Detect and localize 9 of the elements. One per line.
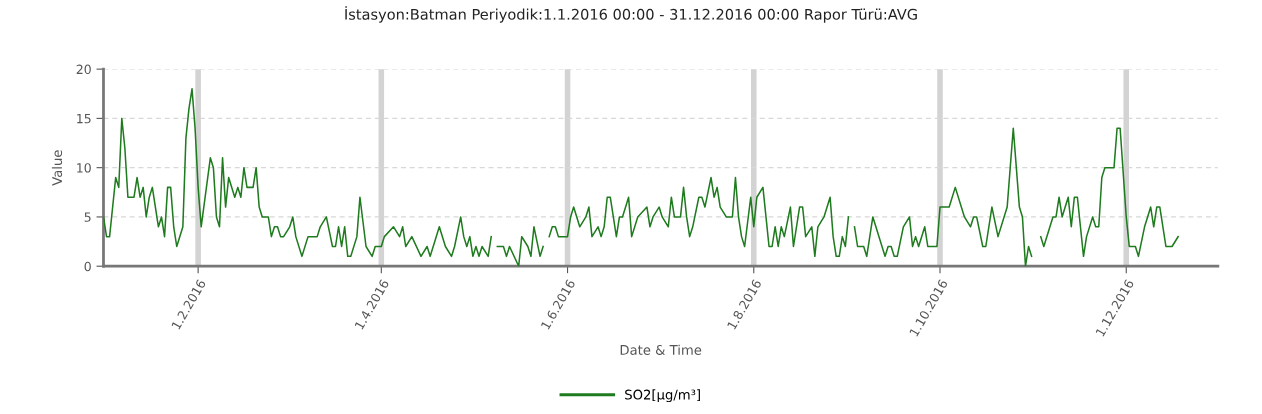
y-tick-label: 20 bbox=[76, 64, 91, 75]
x-axis-title: Date & Time bbox=[620, 344, 702, 355]
chart-title: İstasyon:Batman Periyodik:1.1.2016 00:00 - 31.12.2016 00:00 Rapor Türü:AVG bbox=[345, 6, 917, 23]
y-axis-title: Value bbox=[51, 150, 63, 186]
y-tick-label: 0 bbox=[84, 261, 91, 272]
y-tick-label: 5 bbox=[84, 212, 91, 222]
legend-label: SO2[µg/m³] bbox=[625, 389, 700, 403]
y-tick-label: 15 bbox=[77, 114, 91, 124]
y-tick-label: 10 bbox=[77, 163, 91, 173]
